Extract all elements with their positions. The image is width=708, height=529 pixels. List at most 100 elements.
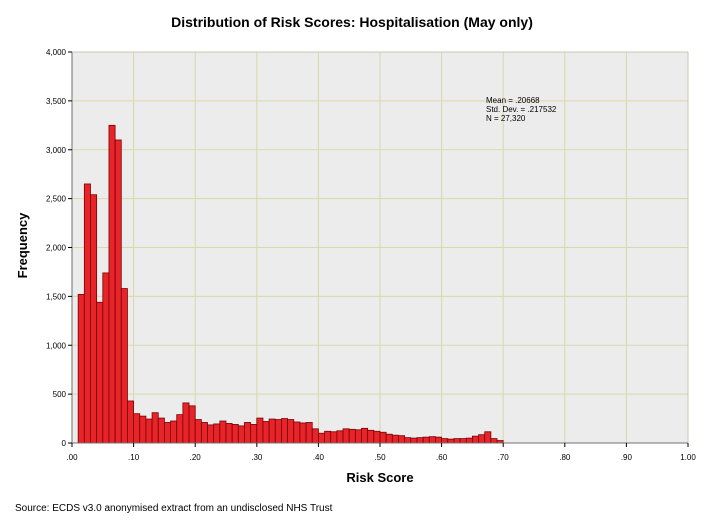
histogram-bar [342, 428, 350, 444]
histogram-bar [404, 437, 412, 444]
histogram-bar [348, 428, 356, 444]
histogram-bar [354, 429, 362, 444]
histogram-bar [219, 420, 227, 444]
histogram-bar [83, 183, 91, 444]
x-tick-label: .10 [128, 453, 140, 462]
x-tick-label: .60 [436, 453, 448, 462]
histogram-bar [305, 422, 313, 444]
histogram-bar [484, 431, 492, 444]
y-tick-label: 3,000 [46, 146, 67, 155]
histogram-bar [90, 194, 98, 444]
histogram-bar [163, 422, 171, 444]
histogram-bar [379, 431, 387, 444]
y-tick-labels: 0 500 1,000 1,500 2,000 2,500 3,000 3,500 4,000 [46, 48, 72, 448]
statistics-box: Mean = .20668 Std. Dev. = .217532 N = 27… [486, 96, 557, 123]
x-tick-labels: .00 .10 .20 .30 .40 .50 .60 .70 .80 .90 1.00 [66, 443, 696, 462]
y-tick-label: 500 [53, 390, 67, 399]
histogram-bar [127, 400, 135, 444]
histogram-bar [237, 425, 245, 444]
histogram-bar [299, 422, 307, 444]
y-tick-label: 3,500 [46, 97, 67, 106]
histogram-bar [114, 139, 122, 444]
histogram-bar [250, 424, 258, 444]
histogram-bar [391, 434, 399, 444]
histogram-bar [416, 437, 424, 444]
histogram-bar [336, 430, 344, 444]
histogram-bar [317, 432, 325, 444]
stat-std-dev: Std. Dev. = .217532 [486, 105, 557, 114]
x-axis-title: Risk Score [346, 470, 413, 485]
bars [77, 124, 504, 444]
histogram-bar [330, 431, 338, 444]
histogram-bar [324, 430, 332, 444]
chart-title: Distribution of Risk Scores: Hospitalisa… [171, 14, 533, 30]
x-tick-label: .30 [251, 453, 263, 462]
x-tick-label: .90 [621, 453, 633, 462]
histogram-bar [108, 124, 116, 444]
histogram-bar [170, 420, 178, 444]
histogram-bar [188, 405, 196, 444]
histogram-bar [471, 435, 479, 444]
histogram-bar [490, 438, 498, 444]
histogram-bar [385, 433, 393, 444]
histogram-bar [194, 419, 202, 444]
histogram-bar [96, 301, 104, 444]
y-tick-label: 4,000 [46, 48, 67, 57]
histogram-bar [274, 419, 282, 444]
x-tick-label: .80 [559, 453, 571, 462]
histogram-bar [256, 417, 264, 444]
y-tick-label: 1,500 [46, 292, 67, 301]
x-tick-label: 1.00 [680, 453, 696, 462]
y-tick-label: 0 [62, 439, 67, 448]
y-axis-title: Frequency [15, 212, 30, 279]
histogram-bar [200, 422, 208, 444]
histogram-bar [287, 419, 295, 444]
histogram-bar [213, 423, 221, 444]
x-tick-label: .40 [313, 453, 325, 462]
x-tick-label: .20 [190, 453, 202, 462]
histogram-bar [157, 417, 165, 444]
histogram-bar [465, 437, 473, 444]
x-tick-label: .50 [374, 453, 386, 462]
histogram-bar [139, 415, 147, 444]
histogram-bar [231, 424, 239, 444]
source-note: Source: ECDS v3.0 anonymised extract fro… [15, 503, 333, 514]
histogram-bar [176, 414, 184, 444]
histogram-bar [133, 413, 141, 444]
histogram-bar [145, 418, 153, 444]
histogram-bar [268, 418, 276, 444]
y-tick-label: 1,000 [46, 341, 67, 350]
stat-mean: Mean = .20668 [486, 96, 540, 105]
histogram-bar [225, 423, 233, 444]
y-tick-label: 2,500 [46, 195, 67, 204]
histogram-bar [244, 422, 252, 444]
histogram-bar [293, 421, 301, 444]
histogram-bar [102, 272, 110, 444]
histogram-bar [367, 429, 375, 444]
histogram-bar [151, 412, 159, 444]
histogram-bar [459, 438, 467, 444]
histogram-bar [311, 428, 319, 444]
histogram-bar [435, 436, 443, 444]
histogram-bar [447, 438, 455, 444]
histogram-bar [207, 424, 215, 444]
histogram-bar [428, 436, 436, 444]
histogram-bar [398, 435, 406, 444]
histogram-bar [361, 427, 369, 444]
histogram-bar [422, 436, 430, 444]
histogram-bar [410, 437, 418, 444]
histogram-bar [182, 402, 190, 444]
histogram-bar [120, 288, 128, 444]
x-tick-label: .00 [66, 453, 78, 462]
x-tick-label: .70 [498, 453, 510, 462]
histogram-bar [441, 438, 449, 444]
histogram-bar [373, 430, 381, 444]
y-tick-label: 2,000 [46, 244, 67, 253]
stat-n: N = 27,320 [486, 114, 526, 123]
histogram-bar [478, 434, 486, 444]
histogram-bar [77, 294, 85, 444]
histogram-bar [453, 438, 461, 444]
histogram-bar [281, 418, 289, 444]
histogram-bar [262, 421, 270, 444]
